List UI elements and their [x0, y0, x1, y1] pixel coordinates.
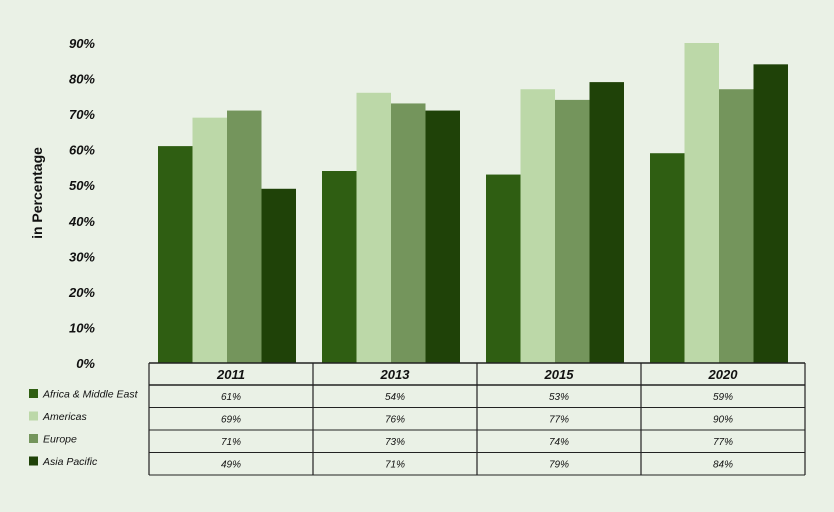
legend-label: Americas — [42, 411, 88, 423]
legend-swatch — [29, 434, 38, 443]
bar-2013-series-2 — [391, 103, 426, 363]
category-label: 2011 — [216, 367, 245, 382]
bar-2020-series-1 — [684, 43, 719, 363]
y-tick-label: 60% — [69, 143, 95, 158]
bar-2015-series-0 — [486, 174, 521, 363]
data-label: 71% — [385, 460, 405, 471]
data-label: 73% — [385, 437, 405, 448]
data-label: 49% — [221, 460, 241, 471]
y-axis-label: in Percentage — [29, 147, 45, 239]
data-label: 84% — [713, 460, 733, 471]
data-label: 77% — [549, 415, 569, 426]
bar-2013-series-0 — [322, 171, 357, 363]
bar-2020-series-0 — [650, 153, 685, 363]
y-tick-label: 40% — [68, 214, 95, 229]
data-label: 53% — [549, 392, 569, 403]
bar-2015-series-1 — [520, 89, 555, 363]
bar-2011-series-2 — [227, 110, 262, 363]
data-label: 79% — [549, 460, 569, 471]
bar-2011-series-0 — [158, 146, 193, 363]
data-label: 69% — [221, 415, 241, 426]
y-tick-label: 0% — [76, 356, 95, 371]
bar-2015-series-2 — [555, 99, 590, 363]
bar-2015-series-3 — [589, 82, 624, 363]
data-label: 77% — [713, 437, 733, 448]
data-label: 61% — [221, 392, 241, 403]
legend-swatch — [29, 456, 38, 466]
bar-2020-series-3 — [753, 64, 788, 363]
y-tick-label: 90% — [69, 36, 95, 51]
data-label: 90% — [713, 415, 733, 426]
y-tick-label: 20% — [68, 285, 95, 300]
data-label: 74% — [549, 437, 569, 448]
legend-label: Europe — [43, 434, 77, 446]
legend-swatch — [29, 411, 38, 421]
bar-2011-series-1 — [192, 117, 227, 364]
y-tick-label: 50% — [69, 178, 95, 193]
category-label: 2015 — [544, 367, 575, 382]
y-tick-label: 80% — [69, 72, 95, 87]
bar-2013-series-3 — [425, 110, 460, 363]
data-label: 76% — [385, 415, 405, 426]
legend-label: Africa & Middle East — [42, 389, 139, 401]
bar-2020-series-2 — [719, 89, 754, 363]
category-label: 2020 — [708, 367, 739, 382]
legend-swatch — [29, 389, 38, 398]
bar-2011-series-3 — [261, 188, 296, 363]
data-label: 59% — [713, 392, 733, 403]
data-label: 54% — [385, 392, 405, 403]
y-tick-label: 30% — [69, 249, 95, 264]
y-tick-label: 10% — [69, 320, 95, 335]
bar-2013-series-1 — [356, 92, 391, 364]
category-label: 2013 — [380, 367, 411, 382]
legend-label: Asia Pacific — [42, 456, 98, 468]
data-label: 71% — [221, 437, 241, 448]
y-tick-label: 70% — [69, 107, 95, 122]
